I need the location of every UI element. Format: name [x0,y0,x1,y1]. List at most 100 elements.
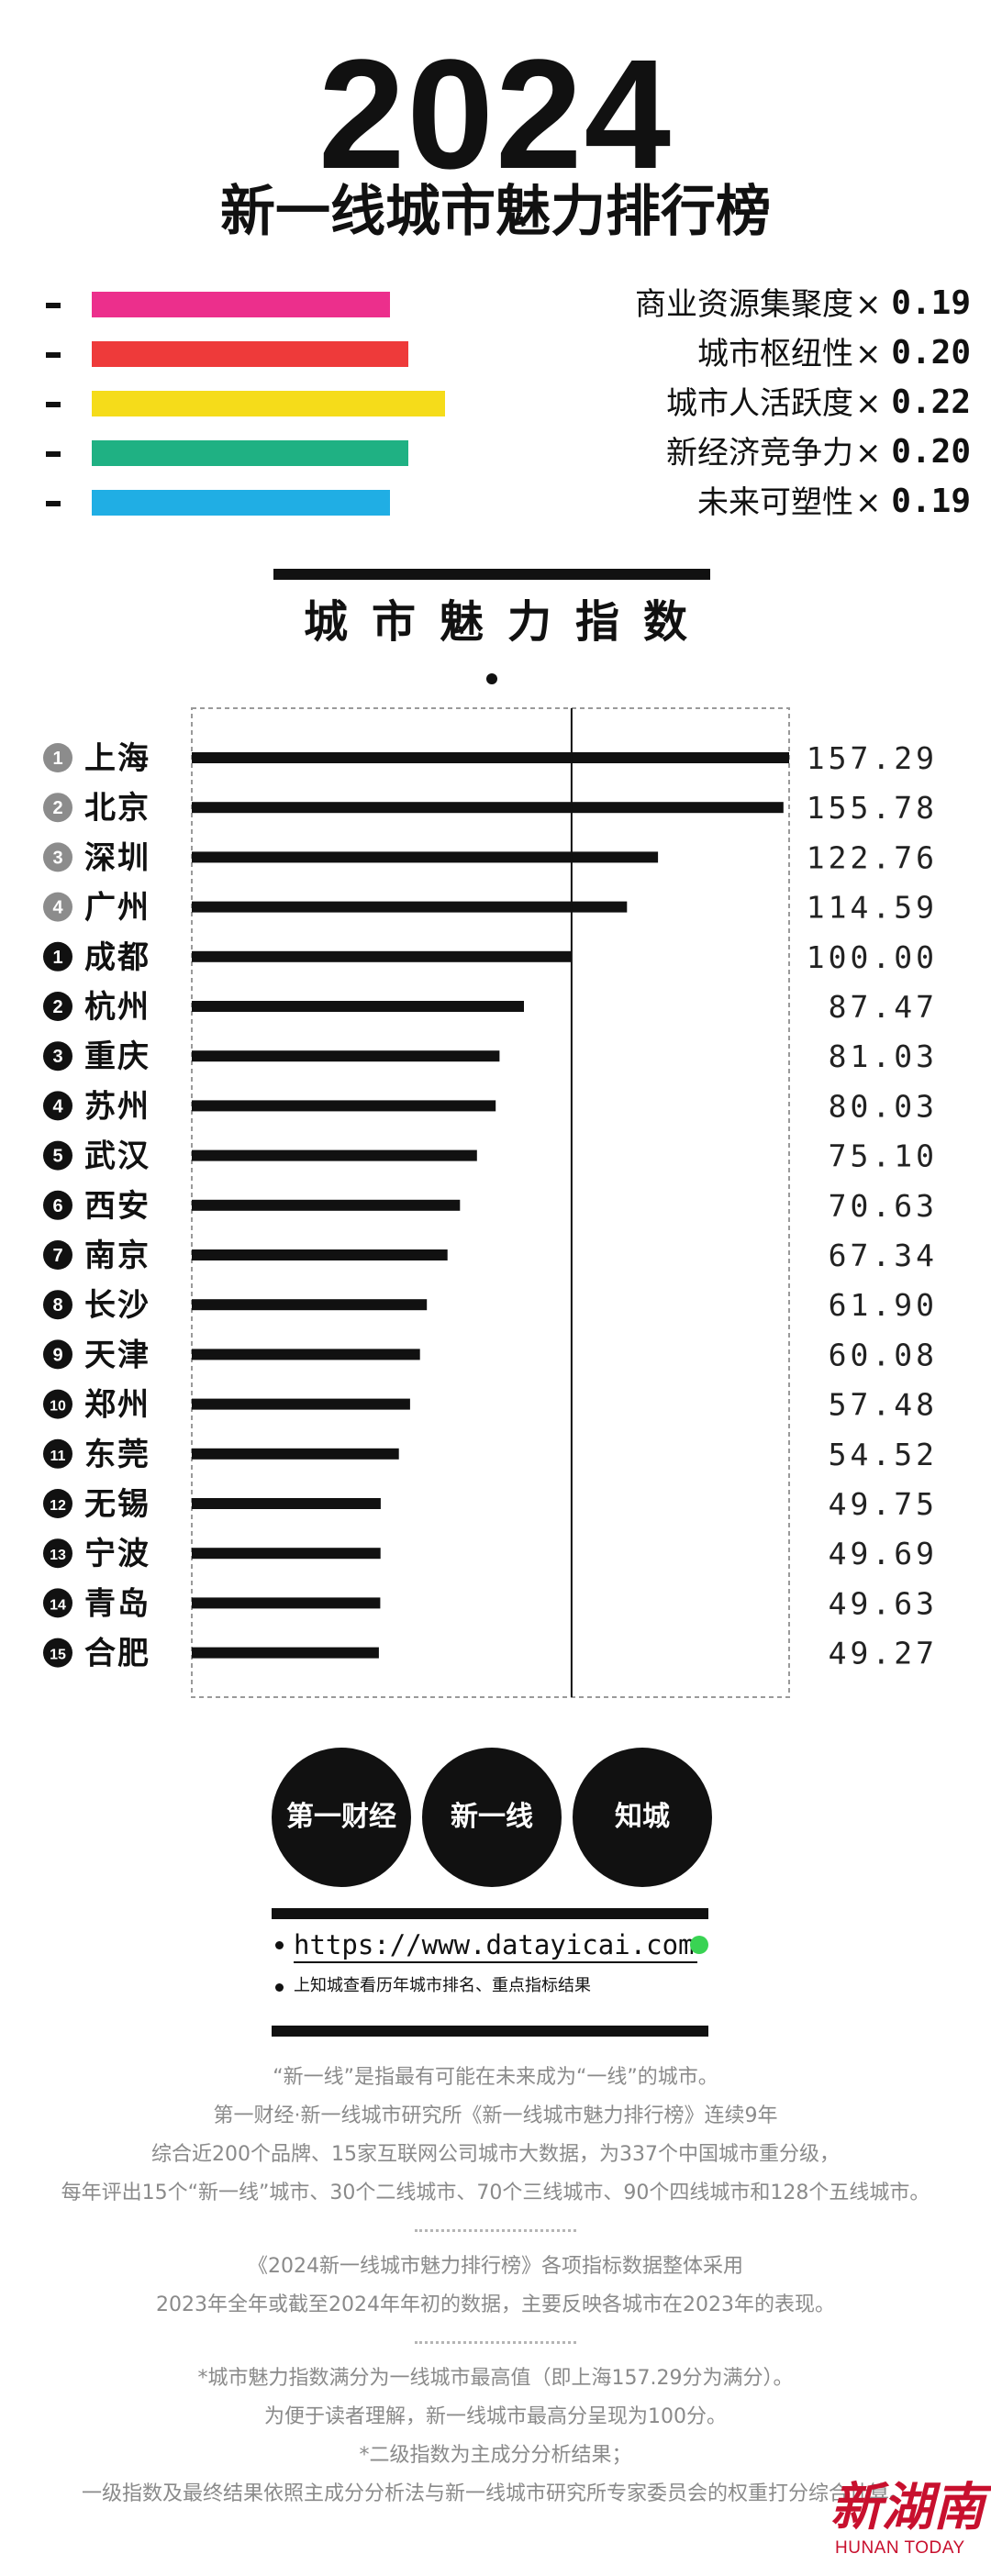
rank-number: 2 [52,798,62,818]
rank-number: 6 [52,1196,62,1216]
city-label: 宁波 [84,1536,150,1572]
city-label: 西安 [84,1188,150,1225]
value-bar [192,1597,381,1609]
value-label: 157.29 [807,740,938,776]
status-dot-icon [690,1936,708,1954]
city-label: 长沙 [84,1287,150,1324]
multiply-sign: × [855,385,882,422]
rank-badge [43,1240,72,1270]
rank-badge [43,1438,72,1469]
page-title: 新一线城市魅力排行榜 [220,180,771,244]
bullet-dot [275,1941,284,1949]
city-label: 郑州 [84,1387,150,1424]
weight-value: 0.20 [891,433,971,471]
rank-number: 3 [52,1047,62,1067]
city-label: 重庆 [84,1038,150,1075]
value-bar [192,1100,496,1112]
rank-number: 4 [52,1096,63,1116]
rank-badge [43,992,72,1021]
value-label: 87.47 [829,989,938,1025]
value-bar [192,1299,428,1311]
rank-number: 12 [50,1498,66,1514]
multiply-sign: × [855,435,882,472]
value-bar [192,1199,461,1211]
value-label: 61.90 [829,1287,938,1323]
rank-badge [43,1190,72,1220]
multiply-sign: × [855,286,882,323]
rank-number: 1 [52,948,62,968]
value-label: 80.03 [829,1088,938,1124]
value-label: 67.34 [829,1238,938,1273]
rank-number: 10 [50,1399,66,1415]
rank-number: 1 [52,749,62,769]
value-bar [192,1149,477,1161]
rank-badge [43,793,72,823]
city-label: 广州 [84,890,150,927]
value-label: 57.48 [829,1387,938,1423]
value-bar [192,1050,500,1062]
city-label: 无锡 [84,1486,150,1523]
title-dot [486,673,497,684]
value-label: 100.00 [807,939,938,975]
rank-number: 7 [52,1246,62,1266]
value-bar [192,1001,524,1012]
multiply-sign: × [855,336,882,372]
weight-row: 商业资源集聚度 × 0.19 [0,281,991,330]
weight-label: 城市枢纽性 [697,336,853,372]
city-label: 上海 [84,740,150,777]
divider-bar [272,2026,708,2037]
city-label: 天津 [84,1337,150,1373]
rank-number: 9 [52,1345,62,1365]
weight-bar [92,391,445,416]
yicai-logo: 第一财经 [272,1748,411,1887]
rank-badge [43,892,72,922]
rank-badge [43,1489,72,1518]
rank-number: 2 [52,997,62,1017]
rank-badge [43,1588,72,1618]
value-bar [192,752,789,763]
dash-marker [46,303,61,308]
city-label: 东莞 [84,1437,150,1473]
weight-bar [92,490,390,516]
weight-bar [92,292,390,317]
rank-badge [43,1290,72,1320]
value-label: 49.27 [829,1636,938,1671]
value-bar [192,1349,420,1360]
city-label: 苏州 [84,1088,150,1125]
weight-row: 城市枢纽性 × 0.20 [0,330,991,380]
weight-label: 商业资源集聚度 [635,286,853,323]
city-label: 合肥 [84,1636,150,1672]
value-bar [192,1249,448,1260]
zhicheng-logo: 知城 [573,1748,712,1887]
weights-legend: 商业资源集聚度 × 0.19 城市枢纽性 × 0.20 城市人活跃度 × 0.2… [0,0,991,550]
link-block: https://www.datayicai.com 上知城查看历年城市排名、重点… [272,1908,708,2037]
weight-value: 0.20 [891,334,971,372]
hunan-today-logo: 新湖南 [830,2477,985,2537]
value-label: 122.76 [807,839,938,875]
value-bar [192,950,572,962]
rank-number: 3 [52,848,62,868]
city-label: 北京 [84,790,150,827]
rank-badge [43,941,72,972]
rank-number: 15 [50,1648,66,1663]
city-label: 青岛 [84,1585,150,1622]
rank-badge [43,842,72,872]
chart-title: 城市魅力指数 [303,596,711,648]
rank-badge [43,1339,72,1370]
bar-chart: 1 上海 157.29 2 北京 155.78 3 深圳 122.76 4 广州 114.59 1 成都 1… [43,707,938,1698]
city-label: 武汉 [84,1138,150,1175]
weight-label: 新经济竞争力 [666,435,853,472]
website-link[interactable]: https://www.datayicai.com [294,1929,695,1960]
rank-number: 4 [52,898,63,918]
note-line: 第一财经·新一线城市研究所《新一线城市魅力排行榜》连续9年 [213,2104,778,2127]
note-line: 为便于读者理解，新一线城市最高分呈现为100分。 [264,2405,727,2428]
rank-badge [43,1140,72,1171]
note-line: *二级指数为主成分分析结果； [359,2444,632,2467]
note-line: *城市魅力指数满分为一线城市最高值（即上海157.29分为满分）。 [197,2367,794,2390]
rank-number: 8 [52,1295,62,1316]
xinyixian-logo: 新一线 [422,1748,562,1887]
rank-badge [43,1638,72,1668]
dash-marker [46,501,61,506]
value-bar [192,1398,410,1410]
bullet-dot [275,1983,284,1992]
